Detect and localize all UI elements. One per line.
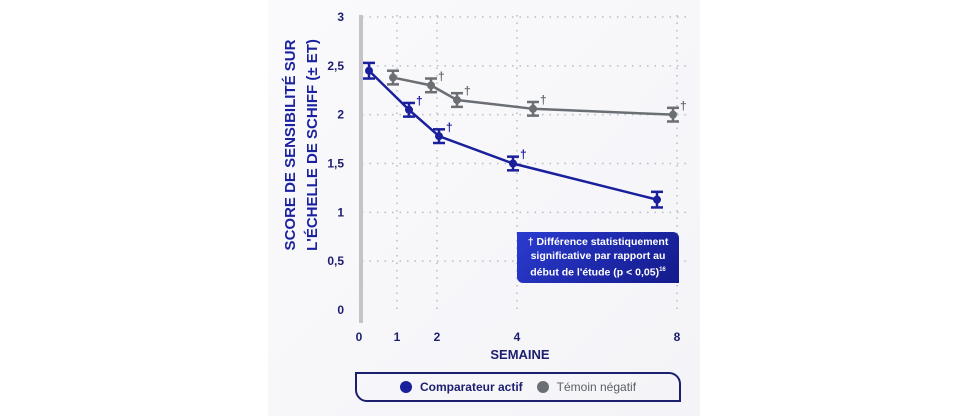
x-tick-label: 0 [356,330,363,344]
significance-marker: † [680,99,687,113]
legend-marker-negative [536,381,549,393]
y-tick-label: 1,5 [327,157,344,171]
y-tick-label: 2 [337,108,344,122]
y-tick-label: 0,5 [327,254,344,268]
legend-marker-active [399,381,412,393]
data-point [435,132,443,141]
significance-marker: † [520,148,527,162]
y-tick-label: 0 [337,303,344,317]
x-tick-label: 8 [674,330,681,344]
annotation-reference: 16 [659,267,666,273]
series-line-0 [368,69,658,201]
y-label-line-2: L'ÉCHELLE DE SCHIFF (± ET) [304,39,321,251]
data-point [509,159,517,168]
significance-annotation: † Différence statistiquement significati… [517,232,679,283]
y-axis-label: SCORE DE SENSIBILITÉ SUR L'ÉCHELLE DE SC… [280,25,324,265]
legend: Comparateur actif Témoin négatif [355,372,681,402]
data-point [405,105,413,114]
chart-panel [268,0,700,416]
x-tick-label: 2 [434,330,441,344]
legend-item-negative: Témoin négatif [536,380,637,394]
legend-label-negative: Témoin négatif [556,380,637,394]
legend-item-active: Comparateur actif [399,380,523,394]
significance-marker: † [446,120,453,134]
x-tick-label: 4 [514,330,521,344]
significance-marker: † [464,84,471,98]
y-tick-label: 1 [337,205,344,219]
data-point [453,96,461,105]
significance-marker: † [416,94,423,108]
significance-marker: † [540,93,547,107]
x-axis-label: SEMAINE [490,347,550,362]
data-point [389,73,397,82]
data-point [669,110,677,119]
y-label-line-1: SCORE DE SENSIBILITÉ SUR [282,39,299,251]
y-tick-label: 3 [337,10,344,24]
significance-marker: † [438,70,445,84]
annotation-text: † Différence statistiquement significati… [527,236,669,279]
data-point [653,195,661,204]
legend-label-active: Comparateur actif [419,380,523,394]
data-point [529,104,537,113]
data-point [365,66,373,75]
y-tick-label: 2,5 [327,59,344,73]
x-tick-label: 1 [394,330,401,344]
data-point [427,81,435,90]
